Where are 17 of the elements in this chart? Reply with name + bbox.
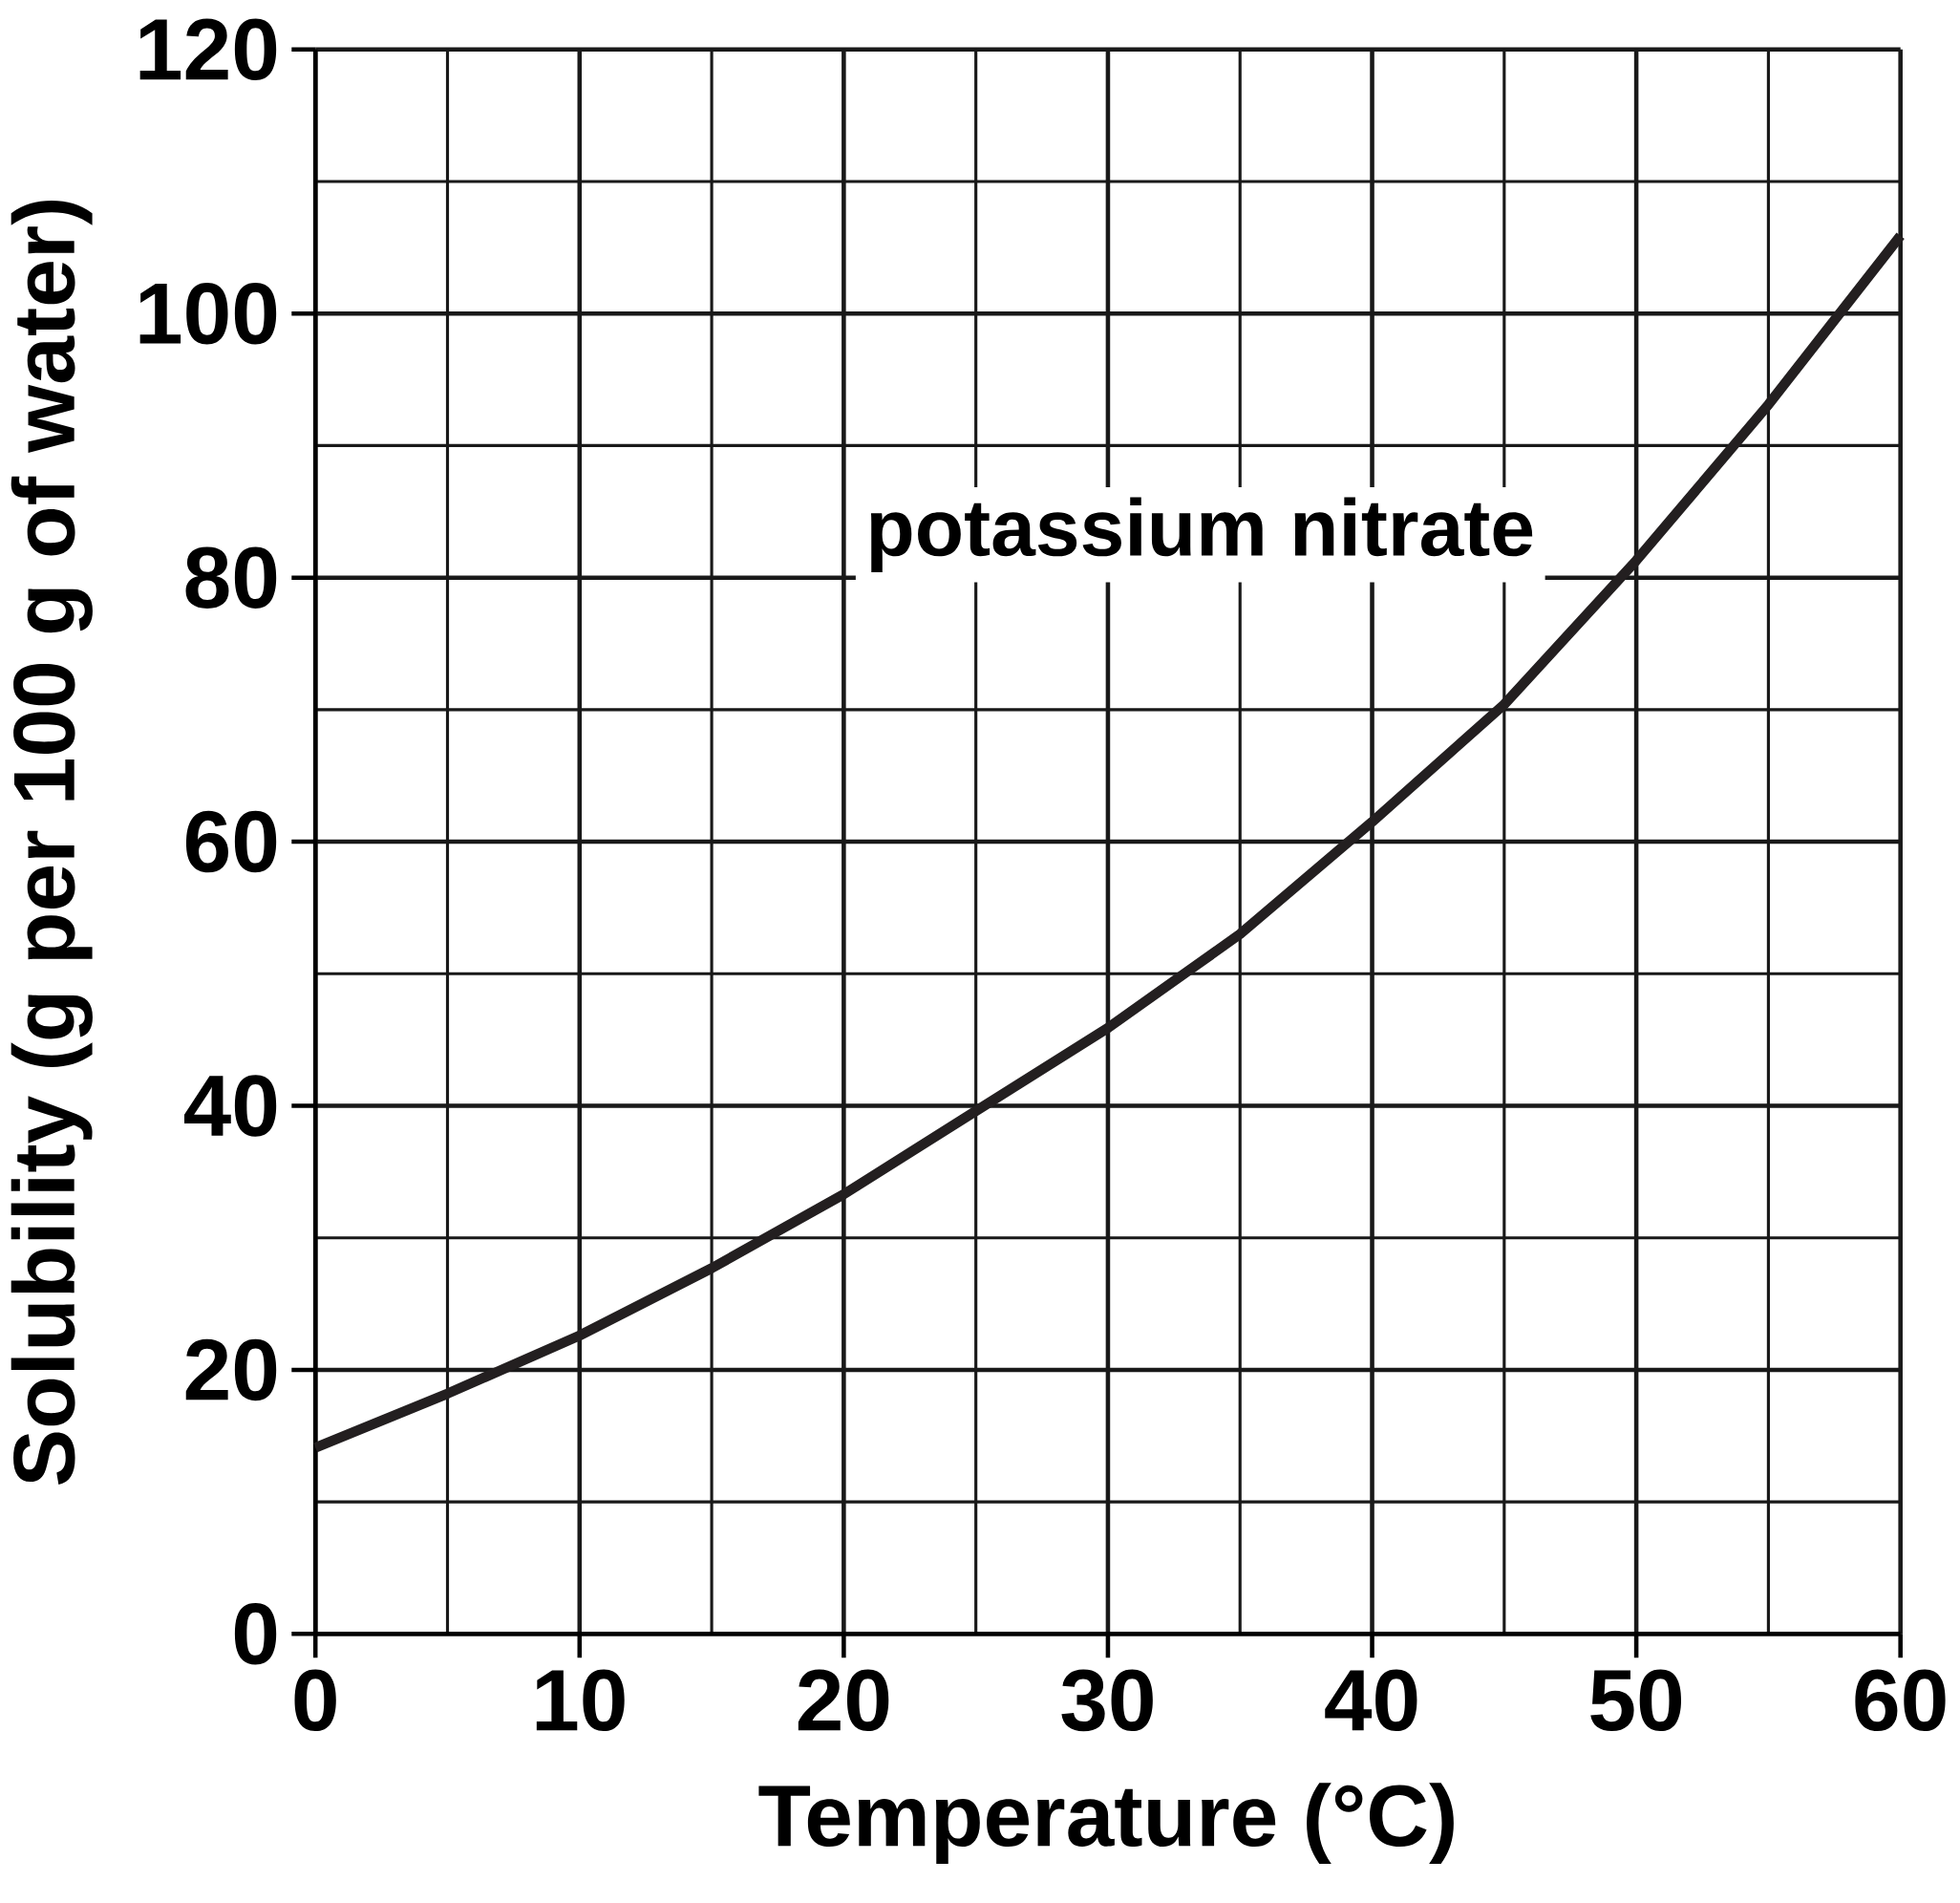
y-tick-label: 0: [234, 1602, 277, 1665]
x-tick-label: 20: [798, 1669, 889, 1731]
series-label: potassium nitrate: [870, 497, 1533, 572]
x-tick-label: 0: [294, 1669, 336, 1731]
x-axis-title: Temperature (°C): [758, 1783, 1454, 1864]
x-tick-label: 60: [1855, 1669, 1946, 1731]
x-tick-label: 50: [1590, 1669, 1682, 1731]
x-tick-label: 10: [536, 1669, 625, 1731]
x-tick-label: 30: [1061, 1669, 1153, 1732]
y-tick-label: 20: [185, 1338, 277, 1401]
y-tick-label: 60: [185, 810, 277, 873]
y-tick-label: 120: [139, 18, 277, 80]
x-tick-label: 40: [1325, 1669, 1417, 1731]
y-tick-label: 40: [183, 1075, 277, 1137]
y-axis-title: Solubility (g per 100 g of water): [11, 200, 93, 1485]
y-tick-label: 100: [139, 282, 277, 345]
y-tick-label: 80: [185, 546, 277, 609]
